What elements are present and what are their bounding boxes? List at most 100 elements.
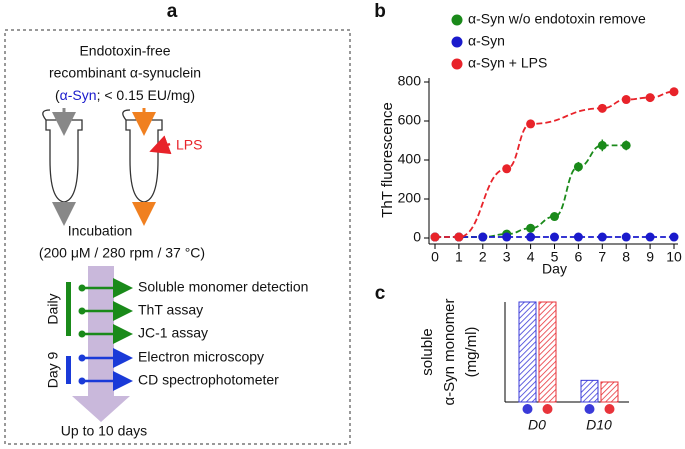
data-point [597, 232, 607, 242]
arrow [149, 135, 172, 155]
tube [125, 119, 163, 203]
legend-label: α-Syn [468, 33, 505, 49]
data-point [526, 223, 536, 233]
y-tick-label: 800 [398, 73, 422, 89]
fit-line [435, 144, 627, 238]
dot [78, 354, 86, 362]
y-axis-label: α-Syn monomer [441, 298, 458, 405]
y-axis-label: (mg/ml) [463, 327, 480, 378]
data-point [669, 87, 679, 97]
y-tick-label: 200 [398, 190, 422, 206]
y-tick-label: 0 [413, 229, 421, 245]
data-point [526, 232, 536, 242]
data-point [573, 162, 583, 172]
header-line: recombinant α-synuclein [49, 65, 201, 81]
legend-label: α-Syn w/o endotoxin remove [468, 11, 646, 27]
timeline-arrow [72, 266, 130, 422]
group-label: Daily [45, 293, 61, 324]
step: JC-1 assay [138, 325, 208, 341]
x-axis-label: Day [542, 261, 567, 277]
bar [580, 379, 599, 403]
panel-label: c [375, 283, 386, 304]
legend-marker [451, 36, 463, 48]
x-tick-label: D0 [528, 417, 546, 433]
data-point [669, 232, 679, 242]
data-point [621, 232, 631, 242]
spec-protein: α-Syn [60, 87, 97, 103]
data-point [645, 232, 655, 242]
y-axis-label: soluble [419, 328, 436, 376]
dot [78, 284, 86, 292]
x-tick-label: 0 [431, 249, 439, 265]
x-tick-label: 9 [646, 249, 654, 265]
tube [45, 119, 83, 203]
header-line: Endotoxin-free [79, 43, 170, 59]
legend-label: α-Syn + LPS [468, 55, 547, 71]
data-point [454, 232, 464, 242]
group-bar [66, 282, 71, 336]
x-tick-label: 10 [666, 249, 682, 265]
incubation: Incubation [68, 223, 133, 239]
duration: Up to 10 days [61, 423, 147, 439]
data-point [550, 212, 559, 222]
data-point [430, 232, 440, 242]
y-tick-label: 400 [398, 151, 422, 167]
y-axis-label: ThT fluorescence [379, 102, 396, 218]
data-point [502, 232, 512, 242]
x-tick-label: 5 [551, 249, 559, 265]
x-tick-label: 2 [479, 249, 487, 265]
data-point [478, 232, 488, 242]
step-arrows [82, 278, 133, 391]
step-dots [78, 284, 86, 385]
panel-frame [4, 29, 351, 445]
bar [600, 381, 619, 403]
tube-cap [122, 109, 131, 121]
bar [538, 301, 557, 403]
fit-line [435, 90, 675, 238]
x-tick-label: 4 [527, 249, 535, 265]
series-marker [584, 404, 595, 414]
data-point [621, 95, 631, 105]
data-point [597, 103, 607, 113]
tubes [42, 109, 163, 203]
x-tick-label: 7 [598, 249, 606, 265]
legend-marker [451, 14, 463, 26]
step: Electron microscopy [138, 349, 264, 365]
step: Soluble monomer detection [138, 279, 308, 295]
series-marker [542, 404, 553, 414]
group-label: Day 9 [45, 352, 61, 389]
data-point [573, 232, 583, 242]
spec-rest: ; < 0.15 EU/mg) [97, 87, 195, 103]
x-tick-label: D10 [586, 417, 612, 433]
panel-label: a [167, 1, 178, 22]
step: CD spectrophotometer [138, 372, 279, 388]
step: ThT assay [138, 302, 203, 318]
data-point [645, 93, 655, 103]
spec: (α-Syn; < 0.15 EU/mg) [55, 87, 195, 103]
dot [78, 330, 86, 338]
data-point [550, 232, 559, 242]
spec-open: ( [55, 87, 60, 103]
data-point [526, 119, 536, 129]
dot [78, 307, 86, 315]
lps-label: LPS [176, 137, 202, 153]
y-tick-label: 600 [398, 112, 422, 128]
data-point [597, 140, 607, 150]
legend-marker [451, 58, 463, 70]
x-tick-label: 1 [455, 249, 463, 265]
x-tick-label: 6 [575, 249, 583, 265]
dot [78, 377, 86, 385]
series-marker [604, 404, 615, 414]
data-point [502, 164, 512, 174]
conditions: (200 μM / 280 rpm / 37 °C) [39, 245, 205, 261]
series-marker [522, 404, 533, 414]
group-bar [66, 356, 71, 384]
bar [518, 301, 537, 403]
x-tick-label: 8 [622, 249, 630, 265]
panel-label: b [374, 1, 386, 22]
data-point [621, 140, 631, 150]
tube-cap [42, 109, 51, 121]
x-tick-label: 3 [503, 249, 511, 265]
